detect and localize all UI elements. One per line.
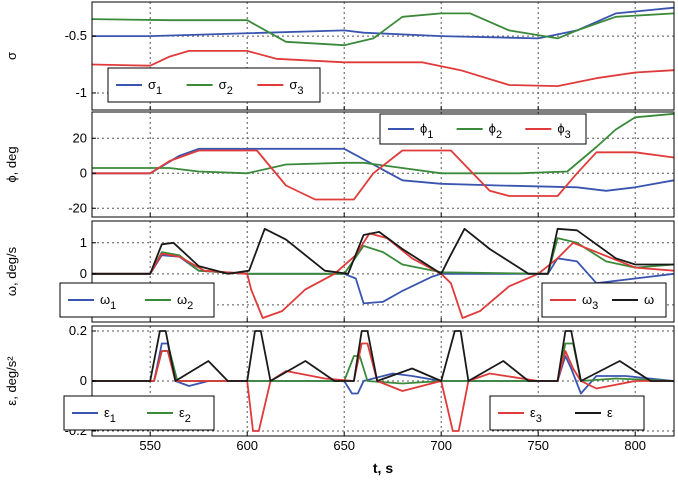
- series-line-omega-4: [92, 227, 674, 275]
- y-tick-label: -1: [75, 85, 87, 100]
- y-tick-label: -0.5: [65, 28, 87, 43]
- legend-box: [107, 67, 321, 103]
- axes-frame: [91, 220, 675, 323]
- legend-entry: ε1: [104, 405, 116, 425]
- legend-epsilon-2: ε3 ε: [489, 395, 645, 431]
- series-group: [92, 330, 674, 432]
- x-tick-label: 550: [139, 438, 161, 453]
- legend-omega-1: ω1 ω2: [59, 282, 215, 318]
- x-tick-labels: 550 600 650 700 750 800: [139, 438, 646, 453]
- series-line-sigma-1: [92, 6, 674, 40]
- y-tick-label: 1: [80, 235, 87, 250]
- x-tick-label: 800: [624, 438, 646, 453]
- y-axis-label-epsilon: ε, deg/s²: [4, 356, 19, 406]
- y-tick-label: 0: [80, 373, 87, 388]
- legend-entry: ε3: [530, 405, 542, 425]
- panel-sigma: -0.5 -1 σ σ1 σ2 σ3: [4, 1, 675, 111]
- legend-entry: ε2: [179, 405, 191, 425]
- legend-omega-2: ω3 ω: [541, 282, 667, 318]
- x-axis-label: t, s: [373, 460, 393, 476]
- y-axis-label-omega: ω, deg/s: [4, 246, 19, 296]
- y-tick-label: 20: [73, 130, 87, 145]
- legend-epsilon-1: ε1 ε2: [63, 395, 215, 431]
- series-line-phi-1: [92, 147, 674, 192]
- y-tick-label: -20: [68, 200, 87, 215]
- x-tick-label: 600: [236, 438, 258, 453]
- x-tick-label: 750: [527, 438, 549, 453]
- axes-frame: [91, 1, 675, 111]
- y-tick-label: 0.2: [69, 323, 87, 338]
- series-group: [92, 227, 674, 319]
- panel-phi: 20 0 -20 ϕ, deg ϕ1 ϕ2 ϕ3: [4, 111, 675, 218]
- y-axis-label-sigma: σ: [4, 52, 19, 60]
- legend-entry: ε: [607, 405, 613, 420]
- series-line-epsilon-3: [92, 342, 674, 432]
- y-tick-label: 0: [80, 266, 87, 281]
- x-tick-label: 700: [430, 438, 452, 453]
- series-line-sigma-3: [92, 50, 674, 87]
- series-line-sigma-2: [92, 12, 674, 47]
- y-axis-label-phi: ϕ, deg: [4, 146, 19, 182]
- series-line-phi-3: [92, 149, 674, 201]
- legend-phi-1: ϕ1 ϕ2 ϕ3: [379, 113, 587, 145]
- series-group: [92, 6, 674, 87]
- series-line-epsilon-4: [92, 330, 674, 382]
- axes-frame: [91, 111, 675, 218]
- series-group: [92, 112, 674, 201]
- legend-box: [379, 113, 587, 145]
- legend-sigma-1: σ1 σ2 σ3: [107, 67, 321, 103]
- series-line-phi-2: [92, 112, 674, 175]
- y-tick-label: 0: [80, 165, 87, 180]
- series-line-omega-3: [92, 232, 674, 319]
- legend-entry: ω: [644, 292, 654, 307]
- x-tick-label: 650: [333, 438, 355, 453]
